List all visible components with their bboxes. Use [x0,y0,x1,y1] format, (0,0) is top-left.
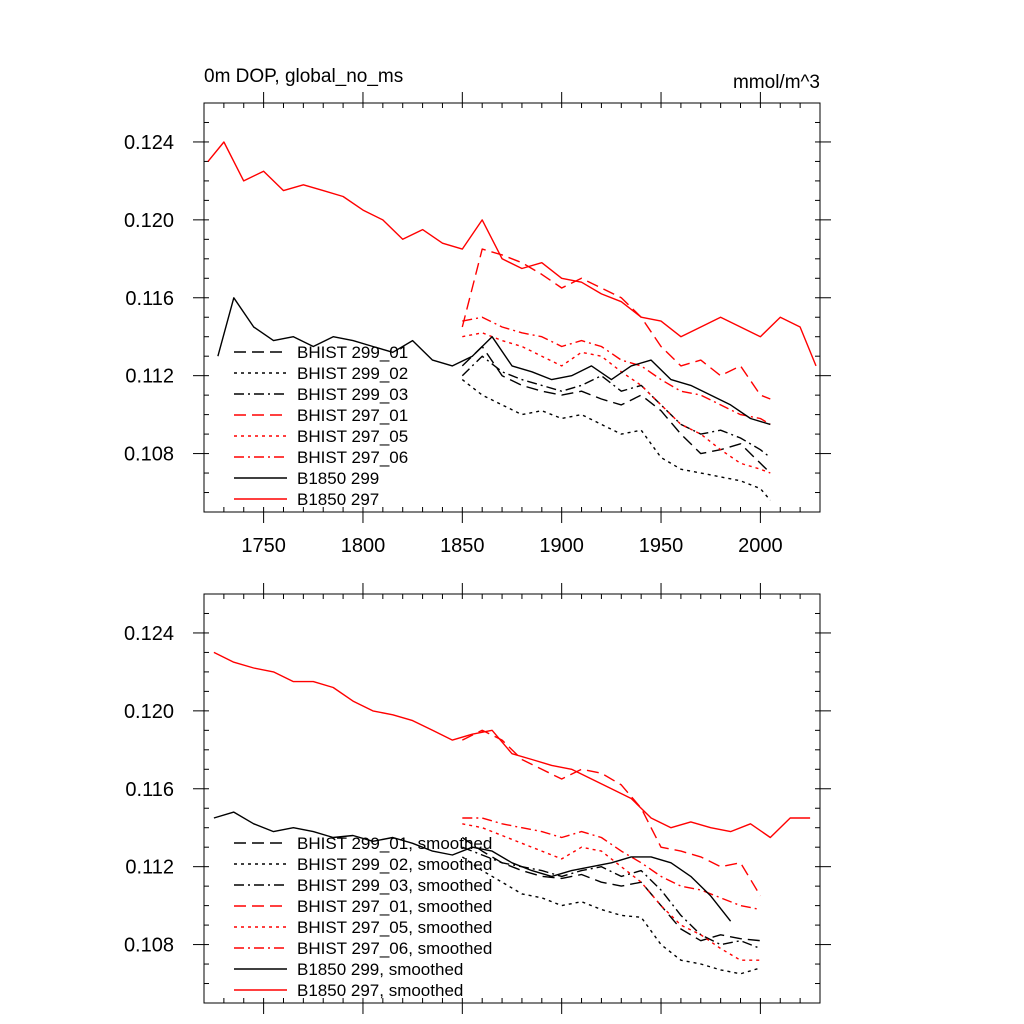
legend-label: BHIST 297_05, smoothed [297,918,492,937]
legend-label: BHIST 299_01 [297,343,408,362]
legend-label: BHIST 297_06 [297,448,408,467]
x-tick-label: 1750 [241,535,286,557]
series-line [461,836,761,942]
legend: BHIST 299_01, smoothed BHIST 299_02, smoo… [234,834,492,1000]
minor-ticks [203,593,821,1004]
series-line [462,332,771,474]
legend-label: BHIST 297_01, smoothed [297,897,492,916]
legend: BHIST 299_01 BHIST 299_02 BHIST 299_03 BHIS… [234,343,408,509]
y-tick-label: 0.116 [125,779,174,801]
x-tick-label: 1800 [341,535,386,557]
series-group [207,141,817,501]
legend-label: BHIST 299_02, smoothed [297,855,492,874]
series-line [461,345,771,474]
figure-title: 0m DOP, global_no_ms [204,66,403,87]
y-tick-label: 0.108 [124,444,174,466]
legend-label: B1850 297, smoothed [297,981,463,1000]
series-group [213,651,811,975]
legend-label: BHIST 299_02 [297,364,408,383]
plot-frame [203,593,821,1004]
x-tick-label: 2000 [738,535,783,557]
legend-label: BHIST 297_06, smoothed [297,939,492,958]
legend-label: BHIST 299_03, smoothed [297,876,492,895]
y-tick-label: 0.120 [124,701,174,723]
legend-label: BHIST 299_01, smoothed [297,834,492,853]
series-line [462,817,761,911]
series-line [461,248,771,400]
legend-label: BHIST 299_03 [297,385,408,404]
series-line [461,856,761,975]
figure-units: mmol/m^3 [733,72,820,93]
x-tick-label: 1900 [539,535,584,557]
x-tick-label: 1950 [639,535,684,557]
minor-ticks [203,102,821,513]
legend-label: B1850 299 [297,469,379,488]
legend-label: B1850 299, smoothed [297,960,463,979]
y-tick-label: 0.108 [124,935,174,957]
y-tick-label: 0.116 [125,288,174,310]
plot-frame [203,102,821,513]
y-tick-label: 0.124 [124,623,174,645]
series-line [461,379,771,501]
series-line [462,846,761,950]
series-line [461,355,771,459]
top-panel: 1750 1800 1850 1900 1950 2000 0.108 0.112 0.116 0… [124,92,831,557]
legend-label: BHIST 297_05 [297,427,408,446]
x-tick-label: 1850 [440,535,485,557]
y-tick-label: 0.120 [124,210,174,232]
series-line [213,651,811,839]
bottom-panel: 0.108 0.112 0.116 0.120 0.124 BHIST 299_01, s… [124,583,831,1014]
legend-label: B1850 297 [297,490,379,509]
y-tick-label: 0.124 [124,132,174,154]
series-line [213,811,732,922]
series-line [217,297,771,426]
legend-label: BHIST 297_01 [297,406,408,425]
series-line [207,141,817,367]
y-tick-label: 0.112 [125,857,174,879]
series-line [461,729,761,897]
series-line [462,316,771,426]
series-line [462,823,761,961]
y-tick-label: 0.112 [125,366,174,388]
